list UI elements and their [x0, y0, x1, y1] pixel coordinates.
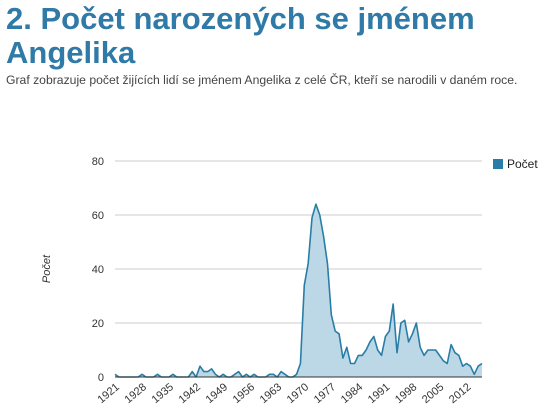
x-tick-label: 1949 [204, 381, 230, 406]
x-tick-label: 1970 [285, 381, 311, 406]
x-tick-label: 1935 [150, 381, 176, 406]
legend-label: Počet [507, 157, 538, 171]
series-line [114, 203, 483, 378]
y-axis-label: Počet [41, 254, 53, 283]
x-tick-label: 1942 [177, 381, 203, 406]
y-tick-label: 0 [98, 372, 104, 384]
x-tick-label: 1998 [393, 381, 419, 406]
y-tick-label: 80 [92, 156, 104, 168]
x-tick-label: 2005 [420, 381, 446, 406]
page-subtitle: Graf zobrazuje počet žijících lidí se jm… [6, 73, 518, 87]
chart-area-layer [114, 203, 483, 378]
x-tick-label: 1963 [258, 381, 284, 406]
x-tick-label: 1984 [339, 381, 365, 406]
page-title: 2. Počet narozených se jménem Angelika [6, 1, 475, 70]
x-tick-label: 1977 [312, 381, 338, 406]
series-area-fill [115, 204, 482, 377]
x-tick-label: 1928 [123, 381, 149, 406]
chart-legend: Počet [493, 157, 538, 171]
legend-swatch [493, 159, 503, 169]
y-tick-label: 60 [92, 210, 104, 222]
chart-gridlines [115, 160, 482, 324]
y-tick-label: 20 [92, 318, 104, 330]
x-tick-label: 1921 [95, 381, 121, 406]
y-tick-label: 40 [92, 264, 104, 276]
x-tick-label: 1956 [231, 381, 257, 406]
x-tick-label: 2012 [447, 381, 473, 406]
x-tick-label: 1991 [366, 381, 392, 406]
